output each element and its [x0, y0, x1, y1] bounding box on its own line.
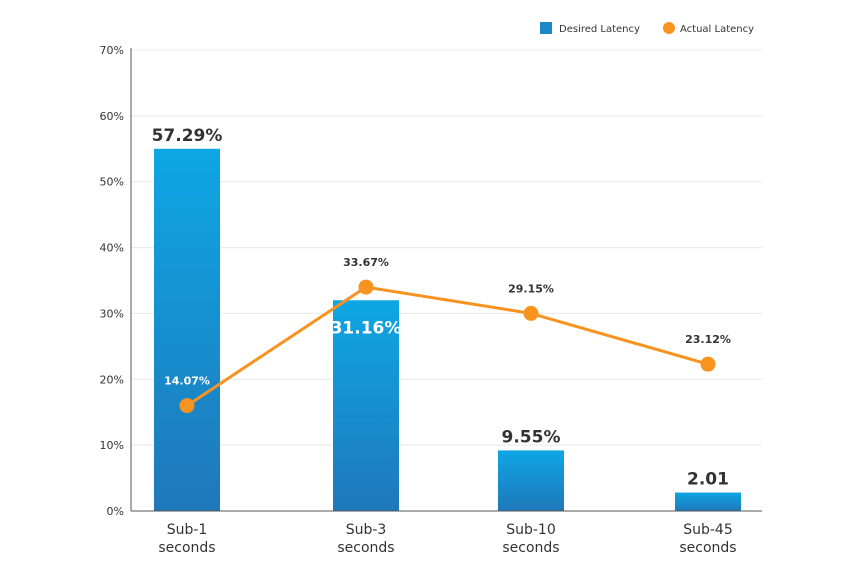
bar	[498, 450, 564, 511]
bar	[154, 148, 220, 512]
actual-latency-point	[179, 398, 195, 414]
line-value-label: 29.15%	[508, 282, 554, 295]
x-category-label: Sub-45 seconds	[679, 522, 736, 556]
legend-swatch-desired	[540, 22, 552, 34]
bars	[154, 148, 741, 512]
legend-marker-actual	[663, 22, 675, 34]
x-category-label: Sub-10 seconds	[502, 522, 559, 556]
legend-label-actual: Actual Latency	[680, 24, 754, 35]
line-value-label: 33.67%	[343, 256, 389, 269]
y-tick-label: 40%	[100, 242, 124, 255]
y-tick-label: 50%	[100, 176, 124, 189]
line-value-label: 14.07%	[164, 375, 210, 388]
actual-latency-line	[179, 279, 716, 414]
bar-value-label: 9.55%	[502, 427, 561, 447]
bar	[333, 300, 399, 511]
legend-label-desired: Desired Latency	[559, 24, 640, 35]
y-tick-label: 30%	[100, 307, 124, 320]
x-axis-categories: Sub-1 seconds Sub-3 seconds Sub-10 seconds Sub…	[158, 522, 736, 556]
bar	[675, 492, 741, 511]
legend: Desired Latency Actual Latency	[540, 22, 754, 35]
x-category-label: Sub-3 seconds	[337, 522, 394, 556]
actual-latency-point	[358, 279, 374, 295]
y-tick-label: 70%	[100, 44, 124, 57]
actual-latency-point	[523, 305, 539, 321]
data-labels: 57.29% 31.16% 9.55% 2.01 14.07% 33.67% 29.15% 2…	[152, 126, 731, 490]
y-axis-ticks: 0% 10% 20% 30% 40% 50% 60% 70%	[100, 44, 124, 518]
grid	[131, 49, 762, 446]
actual-latency-polyline	[186, 285, 709, 407]
actual-latency-point	[700, 356, 716, 372]
bar-value-label: 57.29%	[152, 126, 223, 146]
axes	[130, 48, 762, 512]
line-value-label: 23.12%	[685, 333, 731, 346]
y-tick-label: 60%	[100, 110, 124, 123]
y-tick-label: 20%	[100, 373, 124, 386]
y-tick-label: 0%	[107, 505, 124, 518]
x-category-label: Sub-1 seconds	[158, 522, 215, 556]
y-tick-label: 10%	[100, 439, 124, 452]
bar-value-label: 2.01	[687, 470, 729, 490]
bar-value-label: 31.16%	[331, 318, 402, 338]
